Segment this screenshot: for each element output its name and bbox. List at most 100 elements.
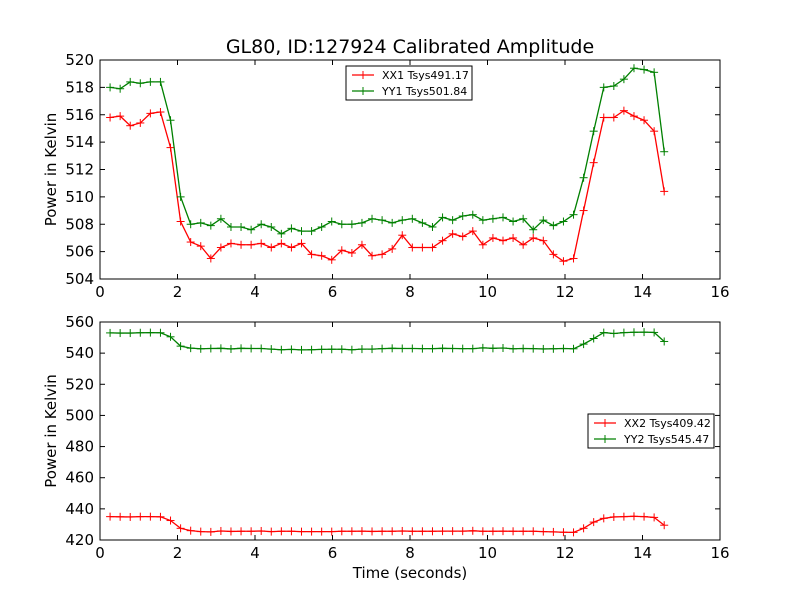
series-2-point: [650, 68, 659, 77]
series-1-point: [569, 528, 578, 537]
legend-box: [587, 413, 715, 449]
legend-label-1: XX2 Tsys409.42: [624, 417, 711, 430]
series-2-point: [136, 79, 145, 88]
series-2-point: [156, 77, 165, 86]
series-1-point: [438, 527, 447, 536]
series-2-point: [327, 217, 336, 226]
x-tick-label: 0: [95, 544, 105, 562]
series-1-point: [176, 217, 185, 226]
series-2-point: [106, 328, 115, 337]
series-1-point: [619, 106, 628, 115]
x-tick-label: 4: [250, 544, 260, 562]
legend: XX1 Tsys491.17 YY1 Tsys501.84: [345, 65, 473, 101]
series-2-point: [559, 217, 568, 226]
series-2-point: [347, 345, 356, 354]
series-2-point: [378, 216, 387, 225]
series-1-point: [196, 527, 205, 536]
y-axis-label: Power in Kelvin: [42, 374, 60, 488]
x-tick-label: 12: [555, 544, 574, 562]
series-2-point: [519, 344, 528, 353]
x-tick-label: 14: [633, 544, 652, 562]
y-tick-label: 420: [65, 531, 94, 549]
series-2-point: [176, 192, 185, 201]
series-2-point: [136, 328, 145, 337]
series-2-point: [196, 344, 205, 353]
y-tick-label: 506: [65, 243, 94, 261]
series-1-point: [317, 527, 326, 536]
series-1-point: [206, 527, 215, 536]
series-2-point: [418, 344, 427, 353]
series-1-point: [146, 512, 155, 521]
series-1-point: [549, 527, 558, 536]
series-2-point: [549, 221, 558, 230]
series-1-point: [438, 236, 447, 245]
plot-area: [106, 328, 669, 537]
series-1-point: [408, 243, 417, 252]
series-2-point: [660, 147, 669, 156]
series-2-point: [186, 344, 195, 353]
series-2-point: [589, 127, 598, 136]
series-1-point: [106, 512, 115, 521]
series-1-point: [609, 512, 618, 521]
series-1-point: [357, 527, 366, 536]
series-1-point: [629, 112, 638, 121]
series-2-point: [196, 218, 205, 227]
x-tick-label: 2: [173, 544, 183, 562]
series-2-point: [277, 229, 286, 238]
series-2-point: [499, 344, 507, 353]
series-1-point: [337, 527, 346, 536]
y-tick-label: 512: [65, 161, 94, 179]
series-2-point: [478, 343, 487, 352]
series-2-point: [106, 83, 115, 92]
series-2-point: [327, 345, 336, 354]
series-2-point: [640, 328, 649, 337]
y-tick-label: 500: [65, 406, 94, 424]
series-1-point: [629, 512, 638, 521]
series-2-point: [237, 344, 246, 353]
y-tick-label: 480: [65, 438, 94, 456]
series-2-point: [579, 173, 588, 182]
series-2-point: [629, 328, 638, 337]
series-1-point: [599, 514, 608, 523]
series-2-point: [499, 213, 507, 222]
series-2-point: [569, 344, 578, 353]
series-1-point: [237, 240, 246, 249]
series-2-point: [166, 332, 175, 341]
figure-title: GL80, ID:127924 Calibrated Amplitude: [226, 36, 594, 58]
series-1-point: [307, 250, 316, 259]
series-2-point: [347, 220, 356, 229]
x-tick-label: 4: [250, 283, 260, 301]
series-2-point: [559, 344, 568, 353]
series-2-point: [226, 222, 235, 231]
series-2-point: [337, 220, 346, 229]
series-1-point: [206, 254, 215, 263]
series-1-point: [327, 527, 336, 536]
series-2-point: [529, 344, 538, 353]
series-2-point: [307, 227, 316, 236]
legend-label-2: YY1 Tsys501.84: [381, 85, 467, 98]
series-1-point: [488, 233, 497, 242]
y-tick-label: 520: [65, 375, 94, 393]
series-2-point: [237, 222, 246, 231]
series-2-point: [539, 344, 548, 353]
axes-frame: [99, 59, 721, 280]
series-2-point: [317, 222, 326, 231]
series-1-point: [609, 113, 618, 122]
series-1-point: [126, 512, 135, 521]
series-1-point: [156, 512, 165, 521]
series-1-point: [640, 512, 649, 521]
series-2-point: [357, 218, 366, 227]
series-1-point: [287, 527, 296, 536]
series-2-point: [317, 345, 326, 354]
series-2-point: [247, 344, 256, 353]
y-tick-label: 516: [65, 106, 94, 124]
legend-label-2: YY2 Tsys545.47: [623, 433, 709, 446]
series-1-point: [418, 243, 427, 252]
series-2-point: [619, 75, 628, 84]
y-tick-label: 518: [65, 78, 94, 96]
series-1-point: [347, 248, 356, 257]
series-2-point: [116, 329, 125, 338]
series-1-point: [337, 246, 346, 255]
series-1-point: [186, 238, 195, 247]
legend: XX2 Tsys409.42 YY2 Tsys545.47: [587, 413, 715, 449]
